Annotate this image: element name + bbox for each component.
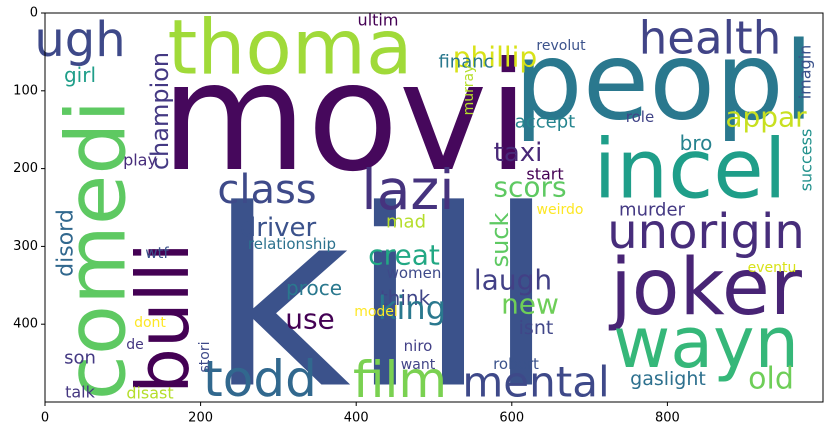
word: incel <box>593 123 786 218</box>
word: bro <box>680 131 713 155</box>
word: disast <box>126 384 173 403</box>
word: appar <box>725 101 807 134</box>
x-tick-label: 200 <box>188 411 213 426</box>
word: todd <box>203 350 317 408</box>
word: relationship <box>248 235 336 253</box>
word: use <box>285 303 335 336</box>
word: isnt <box>519 317 554 339</box>
word: talk <box>65 383 96 402</box>
x-tick-label: 400 <box>344 411 369 426</box>
word: murder <box>619 200 686 221</box>
word: want <box>401 357 436 373</box>
word: thoma <box>167 3 412 92</box>
plot-area <box>45 13 823 402</box>
word: stori <box>197 342 213 373</box>
word: creat <box>368 239 440 272</box>
word: role <box>626 108 654 126</box>
word: suck <box>486 212 514 267</box>
word: comedi <box>50 100 145 400</box>
word: mental <box>462 358 609 407</box>
word: niro <box>404 337 433 355</box>
word: murray <box>461 65 477 116</box>
word: champion <box>146 52 174 170</box>
word: peopl <box>514 20 814 145</box>
word: health <box>639 12 781 65</box>
word: scors <box>493 171 566 204</box>
word: disord <box>54 209 79 277</box>
word: ugh <box>34 12 125 68</box>
word: gaslight <box>630 368 706 390</box>
y-tick-label: 200 <box>13 161 38 176</box>
word: eventu <box>748 260 797 276</box>
word: new <box>501 288 559 321</box>
word: imagin <box>796 45 815 100</box>
word: start <box>526 165 563 184</box>
word: ultim <box>358 11 399 30</box>
word: success <box>797 129 816 192</box>
word: de <box>126 337 144 353</box>
word: old <box>748 362 794 397</box>
word: phillip <box>453 41 537 74</box>
word: dont <box>134 315 166 331</box>
word: taxi <box>494 138 543 168</box>
word: financ <box>438 52 493 73</box>
word: unorigin <box>607 204 805 260</box>
word: bulli <box>121 242 205 393</box>
y-tick-label: 100 <box>13 83 38 98</box>
word: weirdo <box>537 202 584 218</box>
y-tick-label: 400 <box>13 317 38 332</box>
word: movi <box>161 31 529 205</box>
y-tick-label: 0 <box>30 6 38 21</box>
word: film <box>353 351 447 409</box>
axes-frame <box>44 12 824 403</box>
word: kill <box>209 158 555 437</box>
word: laugh <box>474 264 552 297</box>
y-tick-label: 300 <box>13 239 38 254</box>
word: proce <box>286 276 342 300</box>
word: think <box>380 286 431 310</box>
word: wayn <box>613 302 799 384</box>
word: lazi <box>361 158 454 222</box>
word: class <box>217 167 316 213</box>
word: play <box>123 151 157 170</box>
word: women <box>387 264 442 282</box>
word: wtf <box>145 244 169 262</box>
word: king <box>378 289 446 327</box>
word: revolut <box>536 38 586 54</box>
x-tick-label: 800 <box>655 411 680 426</box>
word: girl <box>64 63 96 87</box>
word: mad <box>386 212 426 233</box>
x-tick-label: 600 <box>499 411 524 426</box>
word: model <box>354 304 398 320</box>
word: driver <box>240 213 317 243</box>
word: son <box>64 348 96 369</box>
word: accept <box>515 112 575 133</box>
word: robert <box>493 355 539 373</box>
x-tick-label: 0 <box>41 411 49 426</box>
word: joker <box>608 243 803 333</box>
